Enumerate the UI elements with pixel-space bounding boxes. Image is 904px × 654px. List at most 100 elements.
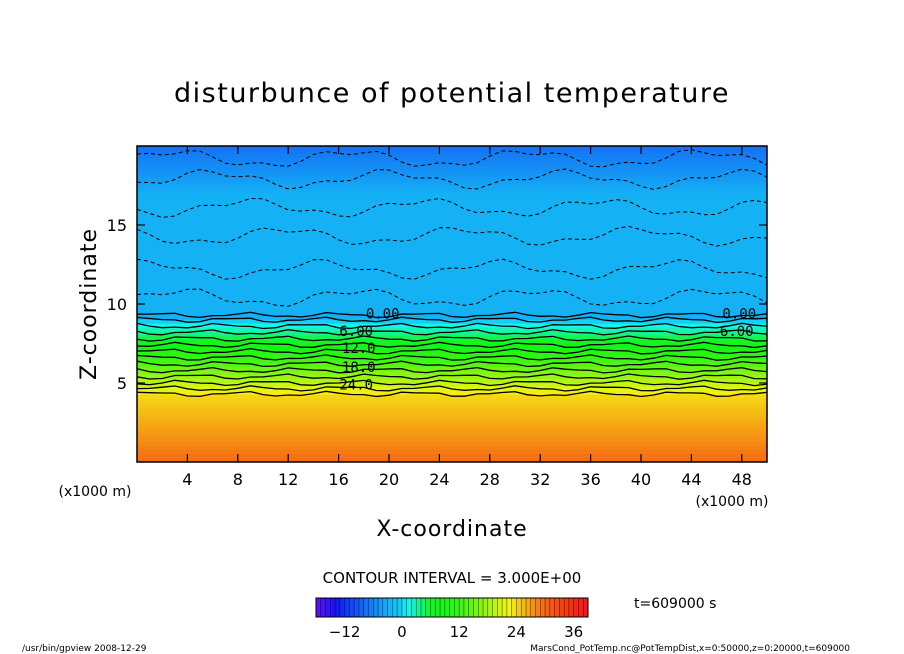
y-tick-label: 10 (107, 295, 127, 314)
colorbar-cell (335, 598, 341, 617)
colorbar-tick-label: 36 (564, 623, 583, 641)
heatmap-band (137, 260, 767, 265)
heatmap-band (137, 343, 767, 348)
heatmap-band (137, 315, 767, 321)
colorbar-cell (549, 598, 555, 617)
heatmap-band (137, 454, 767, 459)
heatmap-band (137, 331, 767, 337)
x-tick-label: 4 (182, 470, 192, 489)
colorbar-cell (411, 598, 417, 617)
colorbar-cell (435, 598, 441, 617)
colorbar-cell (416, 598, 422, 617)
heatmap-band (137, 371, 767, 376)
heatmap-band (137, 311, 767, 317)
colorbar-cell (511, 598, 517, 617)
heatmap-band (137, 339, 767, 344)
heatmap-band (137, 256, 767, 262)
heatmap-band (137, 398, 767, 404)
colorbar-cell (530, 598, 536, 617)
contour-line (136, 360, 768, 368)
heatmap-band (137, 347, 767, 352)
colorbar-cell (368, 598, 374, 617)
contour-lines (136, 149, 768, 398)
colorbar-cell (516, 598, 522, 617)
heatmap-band (137, 450, 767, 455)
contour-label: 6.00 (720, 324, 754, 340)
heatmap-band (137, 446, 767, 451)
colorbar-tick-label: 0 (397, 623, 407, 641)
heatmap-band (137, 327, 767, 333)
contour-label: 12.0 (342, 341, 376, 357)
heatmap-band (137, 422, 767, 427)
x-axis-label: X-coordinate (376, 517, 527, 542)
heatmap-band (137, 367, 767, 372)
contour-line (136, 354, 768, 361)
colorbar-cell (401, 598, 407, 617)
heatmap-band (137, 296, 767, 301)
colorbar-cell (339, 598, 345, 617)
x-tick-label: 44 (681, 470, 701, 489)
colorbar-cell (545, 598, 551, 617)
heatmap-band (137, 217, 767, 222)
contour-line (136, 366, 768, 374)
heatmap-band (137, 351, 767, 356)
colorbar-cell (521, 598, 527, 617)
colorbar (315, 598, 589, 617)
x-tick-label: 28 (480, 470, 500, 489)
colorbar-cell (478, 598, 484, 617)
y-tick-label: 5 (117, 374, 127, 393)
heatmap-band (137, 355, 767, 360)
heatmap-band (137, 201, 767, 206)
heatmap-band (137, 284, 767, 289)
colorbar-cell (506, 598, 512, 617)
heatmap-band (137, 414, 767, 420)
colorbar-cell (573, 598, 579, 617)
colorbar-cell (554, 598, 560, 617)
heatmap-band (137, 165, 767, 171)
colorbar-cell (578, 598, 584, 617)
contour-line-negative (136, 288, 768, 307)
colorbar-cell (354, 598, 360, 617)
colorbar-cell (378, 598, 384, 617)
heatmap-band (137, 418, 767, 423)
heatmap-band (137, 209, 767, 214)
heatmap-band (137, 213, 767, 218)
heatmap-band (137, 426, 767, 431)
colorbar-cell (420, 598, 427, 617)
heatmap-band (137, 442, 767, 447)
heatmap-band (137, 244, 767, 250)
contour-line (136, 341, 768, 349)
heatmap-band (137, 248, 767, 254)
x-tick-label: 20 (379, 470, 399, 489)
x-tick-label: 32 (530, 470, 550, 489)
heatmap-band (137, 375, 767, 380)
x-tick-label: 24 (429, 470, 449, 489)
heatmap-band (137, 390, 767, 396)
heatmap-band (137, 359, 767, 364)
colorbar-cell (487, 598, 493, 617)
time-label: t=609000 s (634, 596, 716, 612)
y-ticks: 5 10 15 (107, 216, 767, 393)
heatmap-band (137, 193, 767, 198)
colorbar-tick-label: 24 (507, 623, 526, 641)
heatmap-field (137, 146, 767, 463)
contour-line (136, 390, 768, 398)
heatmap-band (137, 197, 767, 202)
colorbar-frame (315, 597, 589, 618)
heatmap-band (137, 304, 767, 309)
heatmap-band (137, 288, 767, 293)
colorbar-cell (473, 598, 479, 617)
heatmap-band (137, 181, 767, 186)
heatmap-band (137, 264, 767, 269)
heatmap-band (137, 383, 767, 388)
heatmap-band (137, 402, 767, 408)
heatmap-band (137, 169, 767, 175)
heatmap-band (137, 410, 767, 416)
colorbar-cell (358, 598, 365, 617)
heatmap-band (137, 189, 767, 194)
colorbar-cell (325, 598, 331, 617)
colorbar-tick-label: 12 (450, 623, 469, 641)
